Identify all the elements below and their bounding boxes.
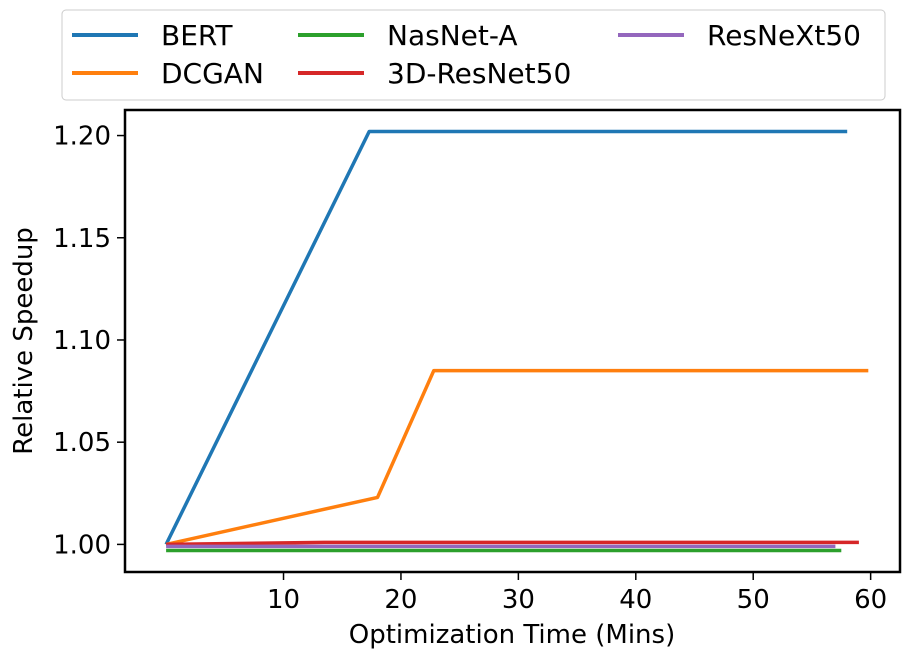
- series-layer: [164, 129, 869, 553]
- y-tick-label: 1.05: [53, 428, 111, 458]
- y-tick-label: 1.15: [53, 224, 111, 254]
- y-tick-label: 1.20: [53, 122, 111, 152]
- y-tick-label: 1.00: [53, 530, 111, 560]
- legend: BERT DCGAN NasNet-A 3D-ResNet50 ResNeXt50: [61, 9, 886, 101]
- series-line-dcgan: [165, 368, 869, 547]
- legend-label-dcgan: DCGAN: [161, 57, 264, 90]
- y-tick-label: 1.10: [53, 326, 111, 356]
- y-axis-label: Relative Speedup: [9, 227, 39, 455]
- y-axis: 1.00 1.05 1.10 1.15 1.20: [53, 122, 125, 560]
- legend-frame: [61, 9, 886, 101]
- x-tick-label: 40: [619, 585, 652, 615]
- legend-label-3d-resnet50: 3D-ResNet50: [387, 57, 571, 90]
- series-line-3d-resnet50: [166, 540, 859, 547]
- legend-label-bert: BERT: [161, 19, 233, 52]
- x-axis-label: Optimization Time (Mins): [349, 620, 675, 650]
- x-tick-label: 20: [384, 585, 417, 615]
- x-axis: 10 20 30 40 50 60: [267, 572, 887, 615]
- x-tick-label: 50: [737, 585, 770, 615]
- legend-label-nasnet-a: NasNet-A: [387, 19, 517, 52]
- x-tick-label: 10: [267, 585, 300, 615]
- x-tick-label: 60: [854, 585, 887, 615]
- legend-label-resnext50: ResNeXt50: [707, 19, 861, 52]
- plot-area: [123, 108, 902, 574]
- series-line-bert: [164, 129, 848, 546]
- x-tick-label: 30: [502, 585, 535, 615]
